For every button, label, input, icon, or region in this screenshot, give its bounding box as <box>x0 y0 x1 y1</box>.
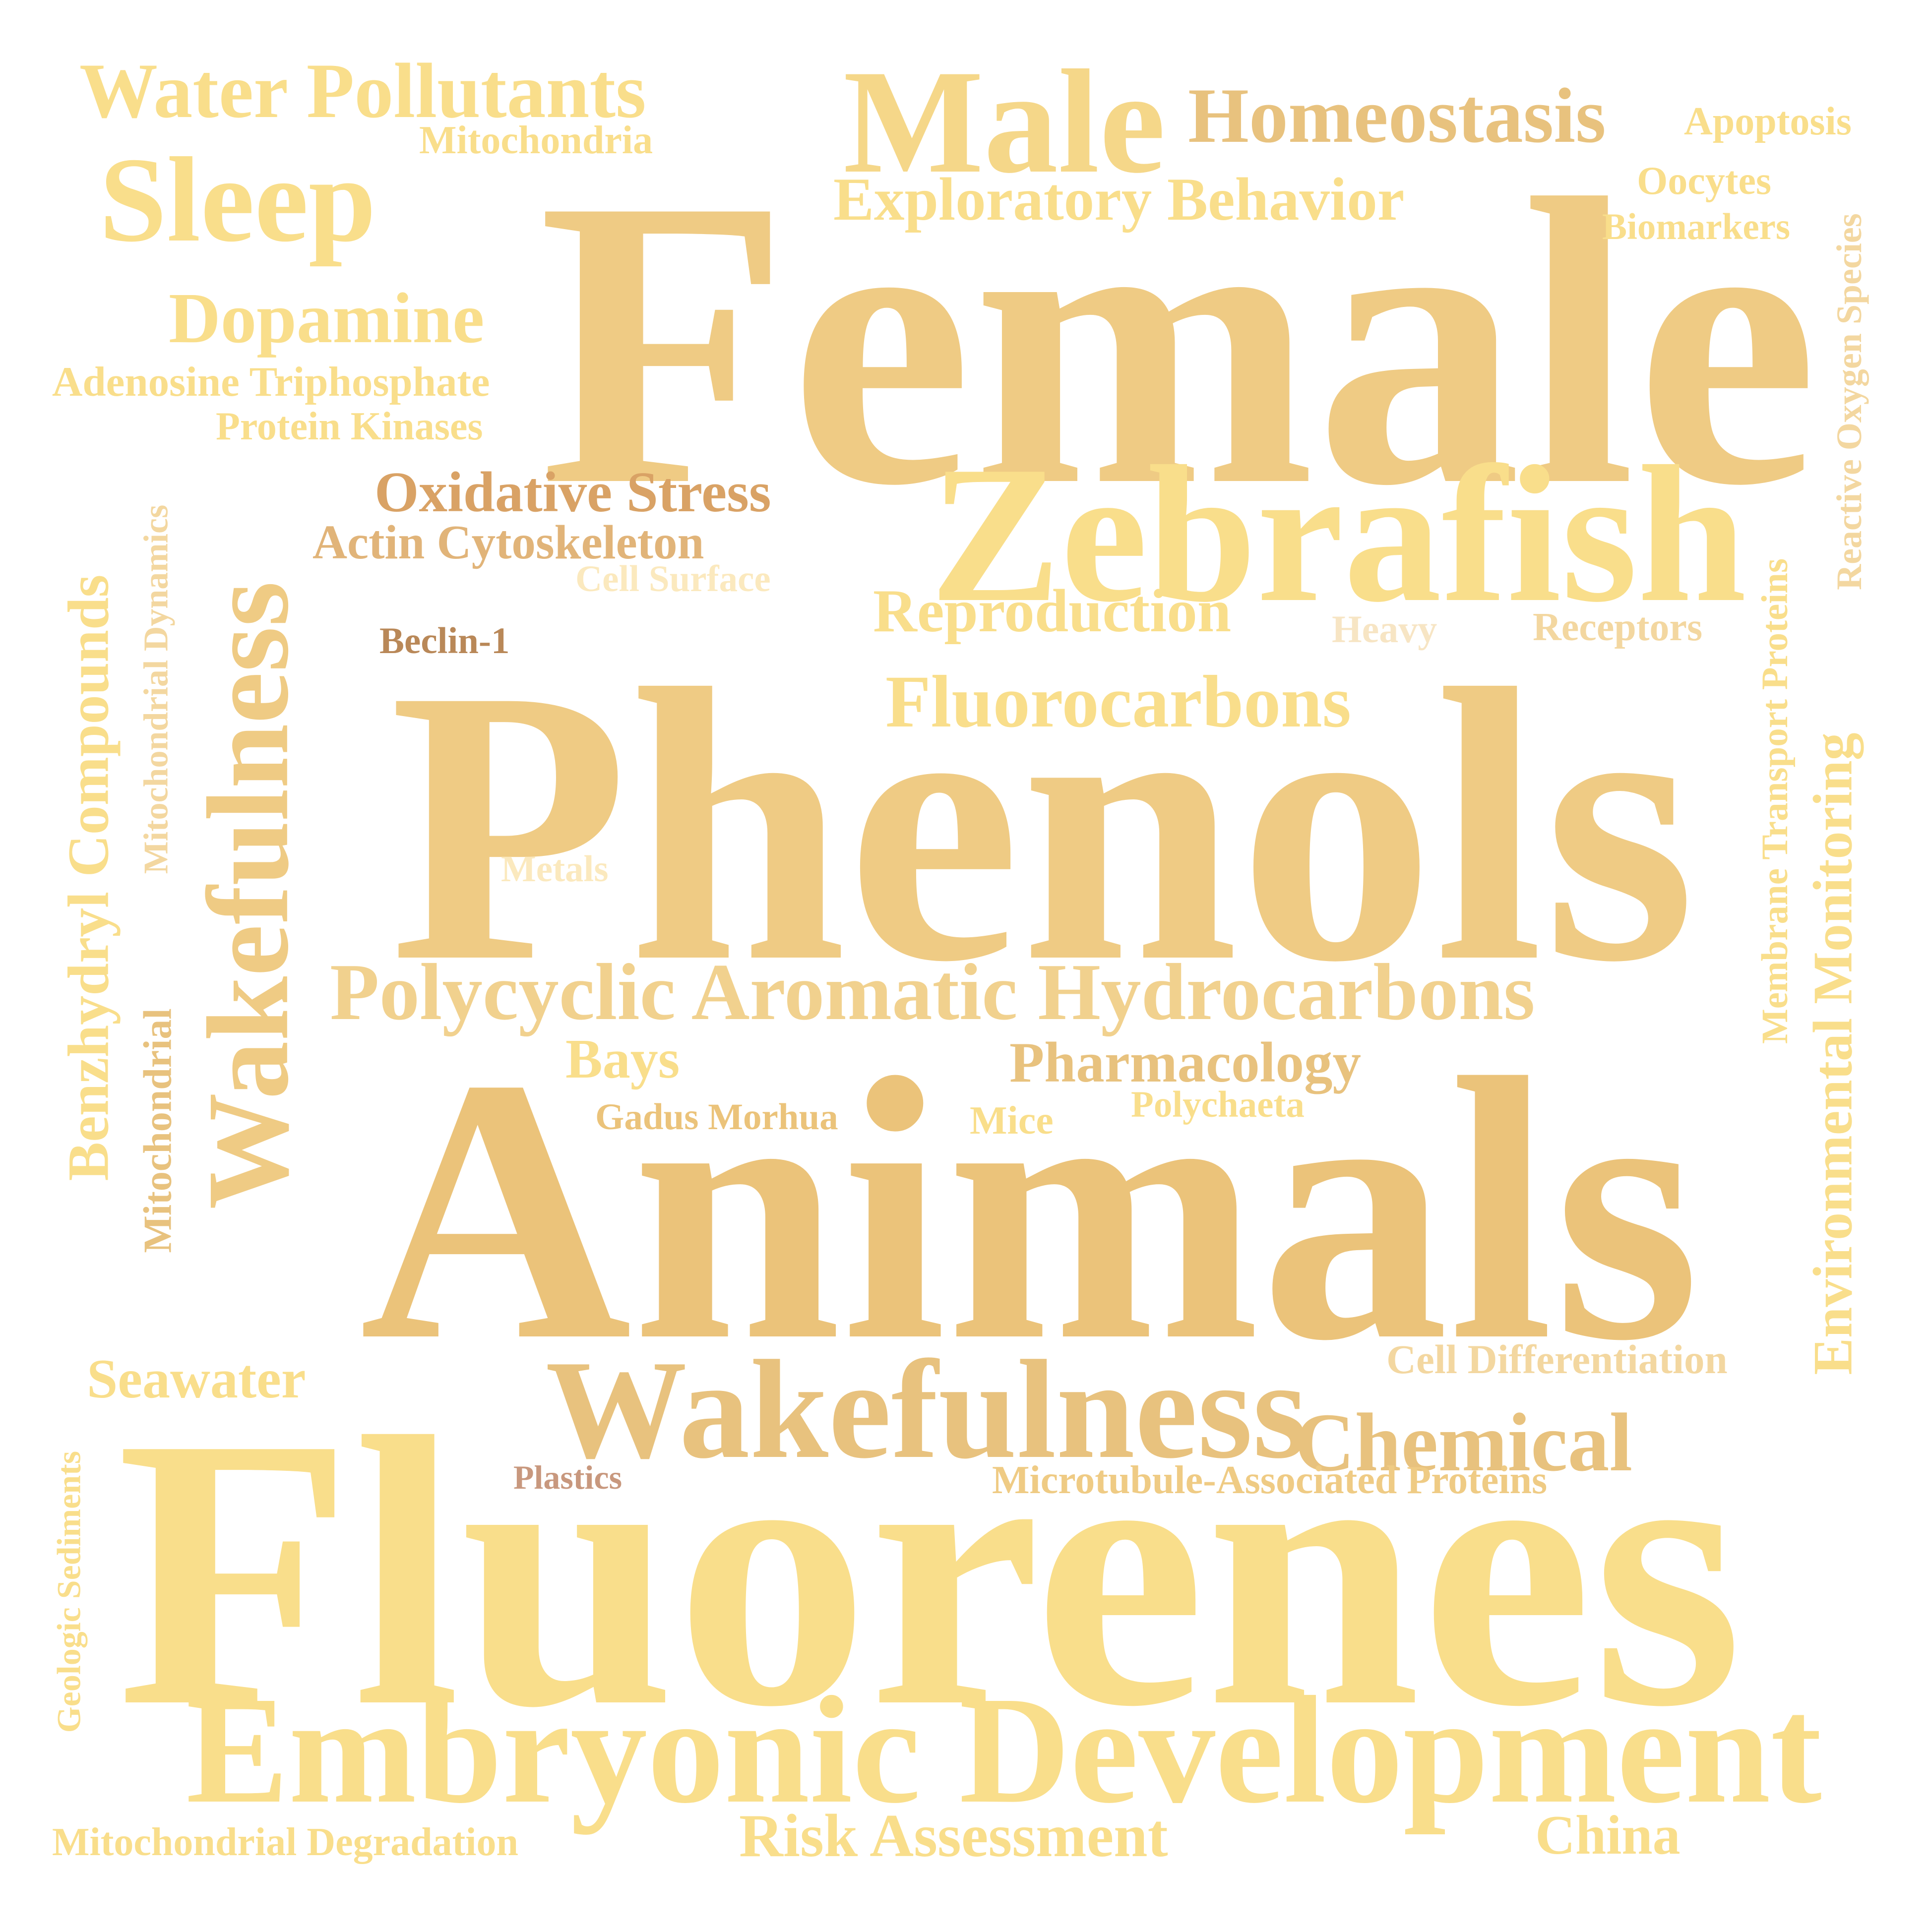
word-homeostasis: Homeostasis <box>1188 72 1606 159</box>
word-pharmacology: Pharmacology <box>1009 1031 1362 1094</box>
word-phenols: Phenols <box>389 608 1696 1042</box>
word-dopamine: Dopamine <box>169 279 485 358</box>
word-oxidative-stress: Oxidative Stress <box>374 461 771 524</box>
word-animals: Animals <box>360 1001 1700 1418</box>
word-female: Female <box>538 114 1818 570</box>
word-benzhydryl-compounds: Benzhydryl Compounds <box>55 574 121 1181</box>
word-receptors: Receptors <box>1533 605 1703 649</box>
word-exploratory-behavior: Exploratory Behavior <box>833 165 1405 233</box>
word-plastics: Plastics <box>513 1458 623 1496</box>
word-male: Male <box>843 39 1166 204</box>
word-microtubule-associated-proteins: Microtubule-Associated Proteins <box>992 1458 1548 1502</box>
word-biomarkers: Biomarkers <box>1602 206 1791 247</box>
word-polycyclic-aromatic-hydrocarbons: Polycyclic Aromatic Hydrocarbons <box>330 948 1535 1037</box>
word-reactive-oxygen-species: Reactive Oxygen Species <box>1829 213 1869 590</box>
word-protein-kinases: Protein Kinases <box>216 405 483 448</box>
word-mice: Mice <box>970 1099 1054 1143</box>
word-risk-assessment: Risk Assessment <box>739 1802 1168 1870</box>
word-cell-surface: Cell Surface <box>575 558 771 600</box>
word-seawater: Seawater <box>87 1348 306 1410</box>
word-embryonic-development: Embryonic Development <box>186 1665 1822 1835</box>
word-wakefulness: Wakefulness <box>183 581 312 1209</box>
word-beclin-1: Beclin-1 <box>379 620 510 662</box>
word-apoptosis: Apoptosis <box>1684 100 1852 143</box>
word-reproduction: Reproduction <box>873 577 1232 645</box>
word-metals: Metals <box>501 848 609 890</box>
word-sleep: Sleep <box>99 132 376 267</box>
word-bays: Bays <box>565 1028 680 1090</box>
word-actin-cytoskeleton: Actin Cytoskeleton <box>312 516 704 569</box>
word-china: China <box>1535 1805 1681 1866</box>
word-cell-differentiation: Cell Differentiation <box>1386 1336 1728 1382</box>
word-mitochondrial-degradation: Mitochondrial Degradation <box>52 1820 518 1864</box>
word-polychaeta: Polychaeta <box>1131 1084 1305 1125</box>
word-geologic-sediments: Geologic Sediments <box>49 1450 87 1733</box>
word-water-pollutants: Water Pollutants <box>79 48 646 134</box>
word-gadus-morhua: Gadus Morhua <box>595 1096 838 1138</box>
word-chemical: Chemical <box>1295 1396 1633 1489</box>
word-mitochondrial-dynamics: Mitochondrial Dynamics <box>136 504 175 874</box>
word-zebrafish: Zebrafish <box>930 426 1746 643</box>
word-heavy: Heavy <box>1332 607 1437 651</box>
word-adenosine-triphosphate: Adenosine Triphosphate <box>52 359 490 405</box>
word-mitochondrial: Mitochondrial <box>136 1008 180 1253</box>
word-mitochondria: Mitochondria <box>419 119 653 162</box>
word-melatonin: Wakefulness <box>546 1331 1308 1488</box>
word-fluorenes: Fluorenes <box>117 1358 1743 1786</box>
word-membrane-transport-proteins: Membrane Transport Proteins <box>1754 558 1796 1044</box>
word-environmental-monitoring: Environmental Monitoring <box>1802 732 1864 1375</box>
word-oocytes: Oocytes <box>1637 159 1772 203</box>
word-fluorocarbons: Fluorocarbons <box>885 661 1351 743</box>
